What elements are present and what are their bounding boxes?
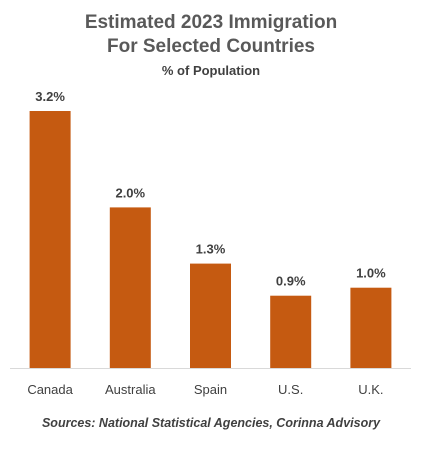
data-label: 1.0% bbox=[356, 266, 386, 281]
data-label: 3.2% bbox=[35, 89, 65, 104]
x-tick-label: Canada bbox=[27, 382, 73, 397]
bar-u-k bbox=[350, 287, 392, 368]
x-tick-label: Australia bbox=[105, 382, 156, 397]
data-label: 2.0% bbox=[115, 185, 145, 200]
chart-source-note: Sources: National Statistical Agencies, … bbox=[41, 416, 381, 430]
chart-subtitle: % of Population bbox=[161, 63, 261, 78]
bar-spain bbox=[190, 263, 231, 368]
bar-u-s bbox=[270, 295, 312, 368]
x-tick-label: Spain bbox=[194, 382, 227, 397]
data-label: 1.3% bbox=[196, 242, 226, 257]
bar-canada bbox=[29, 111, 71, 368]
chart-title-line-2: For Selected Countries bbox=[107, 36, 315, 57]
data-label: 0.9% bbox=[276, 274, 306, 289]
bar-australia bbox=[109, 207, 151, 368]
x-tick-label: U.S. bbox=[278, 382, 303, 397]
x-tick-label: U.K. bbox=[358, 382, 383, 397]
chart-title-line-1: Estimated 2023 Immigration bbox=[84, 12, 338, 33]
